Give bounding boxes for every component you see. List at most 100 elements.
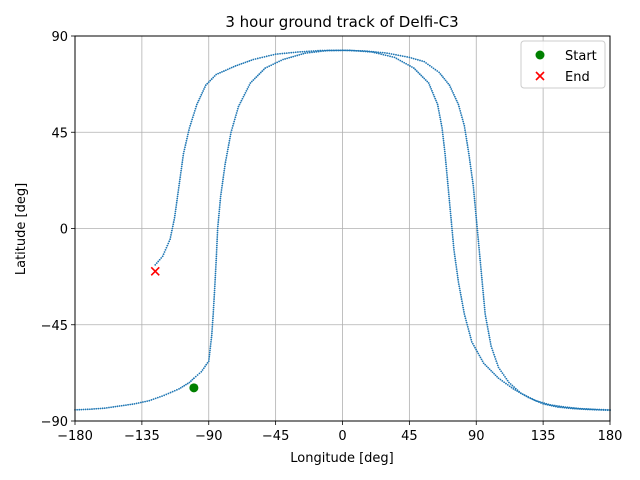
track-point: [480, 270, 483, 273]
track-point: [176, 197, 179, 200]
x-tick-label: 180: [598, 429, 623, 444]
track-point: [476, 227, 479, 230]
track-point: [146, 400, 149, 403]
track-point: [216, 234, 219, 236]
track-point: [208, 353, 211, 356]
track-point: [270, 64, 273, 67]
track-point: [518, 391, 520, 394]
track-point: [496, 364, 499, 367]
track-point: [164, 248, 167, 251]
track-point: [462, 120, 465, 123]
track-point: [159, 395, 161, 398]
track-point: [467, 150, 470, 153]
track-point: [209, 79, 212, 82]
track-point: [399, 54, 402, 57]
track-point: [591, 408, 594, 411]
track-point: [490, 345, 493, 348]
legend-label: Start: [565, 49, 597, 64]
track-point: [479, 257, 481, 260]
track-point: [166, 244, 169, 247]
track-point: [294, 55, 297, 57]
track-point: [380, 53, 383, 56]
track-point: [210, 332, 213, 335]
track-point: [315, 50, 318, 53]
track-point: [454, 259, 457, 262]
track-point: [437, 107, 440, 110]
x-tick-label: −135: [124, 429, 160, 444]
track-point: [464, 129, 466, 132]
track-point: [217, 72, 220, 75]
track-point: [214, 266, 217, 268]
track-point: [449, 208, 452, 211]
track-point: [240, 62, 243, 65]
track-point: [91, 408, 93, 410]
track-point: [493, 355, 496, 358]
track-point: [506, 384, 509, 386]
track-point: [448, 204, 451, 206]
track-point: [438, 112, 441, 114]
track-point: [446, 182, 449, 185]
track-point: [481, 283, 484, 286]
track-point: [196, 374, 199, 376]
track-point: [211, 328, 214, 330]
track-point: [176, 199, 178, 202]
track-point: [186, 137, 188, 140]
track-point: [473, 201, 476, 204]
track-point: [481, 285, 484, 288]
track-point: [574, 407, 576, 410]
track-point: [595, 408, 598, 411]
track-point: [200, 93, 203, 96]
track-point: [447, 184, 449, 187]
track-point: [290, 51, 293, 54]
track-point: [180, 167, 183, 170]
track-point: [154, 263, 157, 266]
track-point: [282, 58, 284, 61]
track-point: [451, 229, 454, 232]
track-point: [97, 407, 100, 410]
track-point: [227, 144, 230, 146]
track-point: [244, 61, 247, 64]
track-point: [406, 56, 409, 58]
track-point: [457, 283, 460, 286]
track-point: [233, 118, 236, 121]
track-point: [513, 386, 515, 388]
track-point: [223, 167, 226, 170]
track-point: [544, 403, 547, 406]
track-point: [449, 212, 452, 215]
track-point: [224, 163, 227, 166]
track-point: [580, 408, 583, 410]
track-point: [274, 53, 277, 56]
track-point: [93, 408, 96, 410]
track-point: [174, 212, 177, 215]
track-point: [326, 49, 329, 52]
track-point: [218, 208, 221, 211]
track-point: [95, 407, 98, 410]
track-point: [531, 398, 534, 401]
track-point: [502, 374, 505, 376]
track-point: [482, 298, 485, 300]
track-point: [442, 139, 445, 142]
track-point: [523, 394, 526, 397]
track-point: [482, 293, 485, 296]
track-point: [232, 122, 235, 125]
track-point: [472, 191, 475, 194]
track-point: [180, 169, 183, 172]
y-tick-label: 45: [51, 126, 68, 141]
track-point: [263, 55, 266, 58]
track-point: [485, 319, 488, 322]
track-point: [454, 97, 457, 100]
track-point: [425, 62, 427, 64]
track-point: [438, 114, 441, 117]
track-point: [217, 221, 220, 223]
track-point: [481, 278, 483, 281]
track-point: [308, 51, 311, 54]
track-point: [161, 395, 163, 397]
track-point: [430, 66, 433, 68]
track-point: [483, 302, 486, 305]
track-point: [215, 73, 218, 76]
track-point: [313, 51, 316, 53]
track-point: [473, 193, 475, 196]
track-point: [482, 362, 485, 365]
track-point: [297, 51, 299, 53]
track-point: [213, 75, 216, 77]
